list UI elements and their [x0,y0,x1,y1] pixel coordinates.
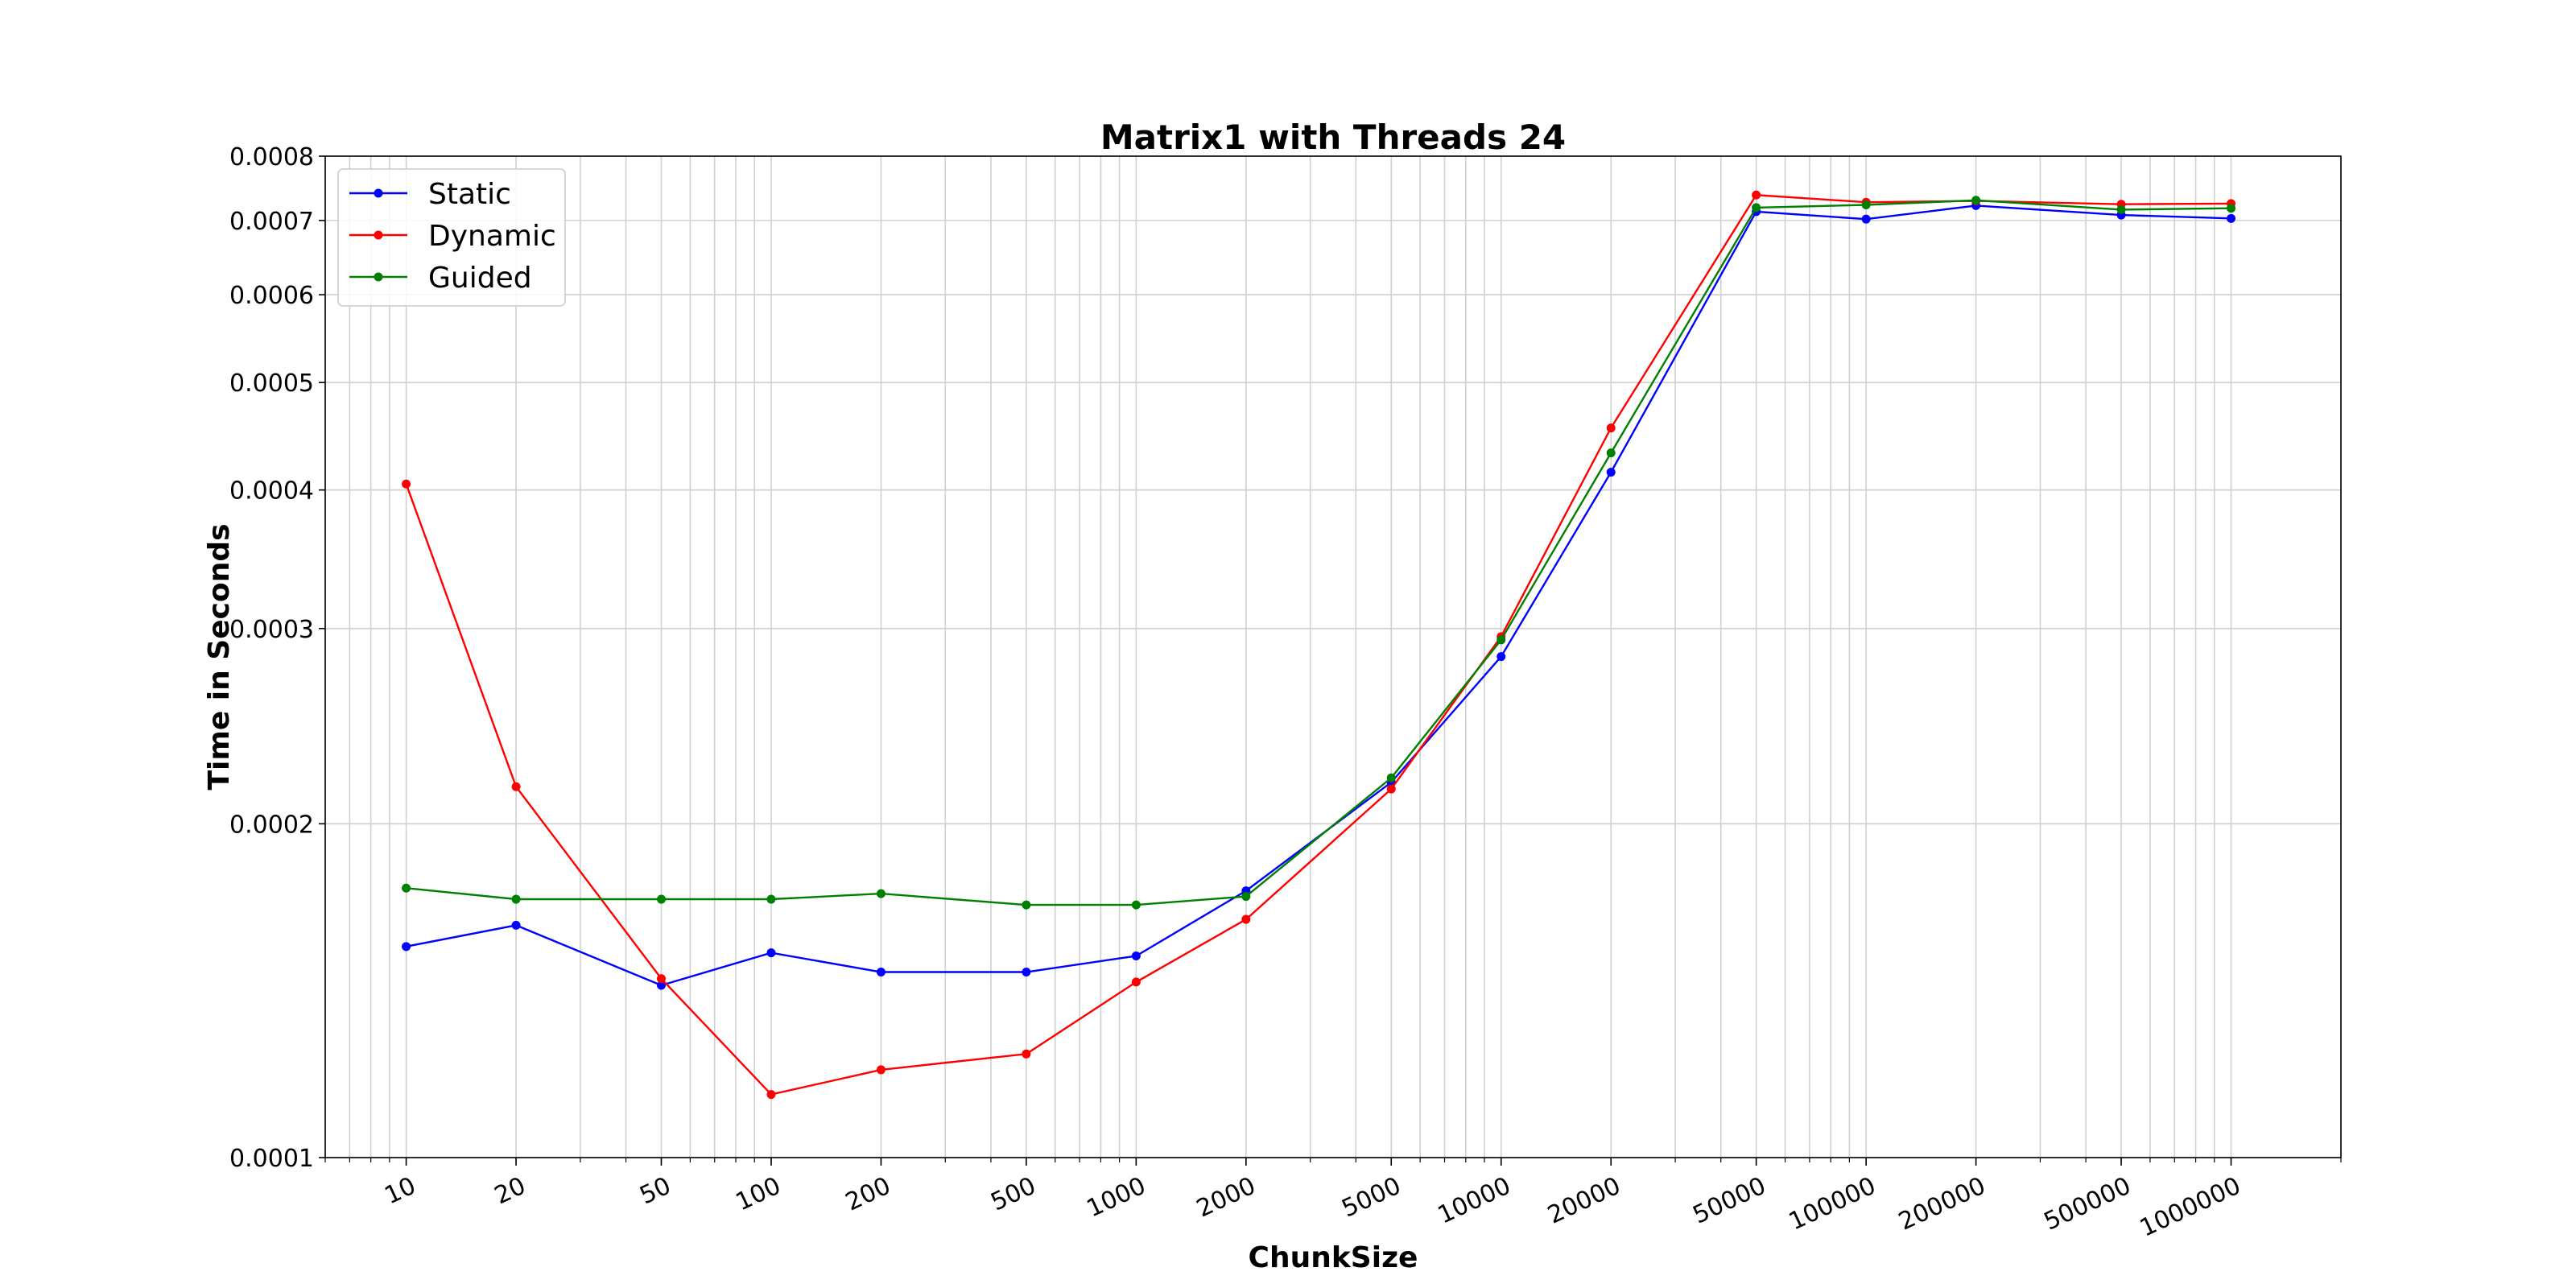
data-point-static [402,942,411,952]
data-point-guided [402,883,411,893]
data-point-guided [1241,892,1251,902]
y-axis-label: Time in Seconds [203,523,236,790]
data-point-dynamic [1606,423,1616,433]
y-tick-label: 0.0008 [229,143,314,171]
data-point-static [511,920,521,930]
legend-label: Static [428,178,511,211]
x-axis-label: ChunkSize [1249,1241,1418,1274]
data-point-guided [766,894,776,904]
plot-frame [324,155,2342,1158]
grid-lines [324,155,2342,1158]
chart-title: Matrix1 with Threads 24 [1100,118,1566,157]
y-tick-label: 0.0004 [229,477,314,506]
data-point-guided [656,894,666,904]
y-tick-label: 0.0005 [229,369,314,398]
legend-label: Dynamic [428,220,556,253]
data-point-dynamic [511,782,521,791]
data-point-guided [1022,900,1031,910]
data-point-dynamic [1752,190,1761,200]
data-point-dynamic [766,1090,776,1100]
data-point-guided [1606,448,1616,458]
legend-box [337,168,566,307]
data-point-dynamic [1386,784,1396,794]
data-point-guided [511,894,521,904]
data-point-guided [2227,204,2236,213]
data-point-dynamic [1022,1049,1031,1059]
data-point-dynamic [402,479,411,489]
y-tick-label: 0.0007 [229,208,314,236]
data-point-guided [1861,200,1871,210]
series-layer [402,190,2236,1100]
legend: Static Dynamic Guided [337,168,566,307]
data-point-guided [2116,204,2126,214]
data-point-static [1496,652,1506,662]
legend-marker [374,272,383,282]
y-tick-label: 0.0001 [229,1145,314,1173]
y-axis-ticks: 0.0001 0.0002 0.0003 0.0004 0.0005 0.0006 0.00… [229,143,325,1173]
data-point-static [1022,968,1031,977]
y-tick-label: 0.0006 [229,282,314,310]
data-point-guided [1971,196,1981,205]
y-tick-label: 0.0003 [229,616,314,644]
data-point-static [766,948,776,958]
data-point-guided [1131,900,1141,910]
data-point-static [1606,468,1616,477]
data-point-dynamic [1241,914,1251,924]
data-point-static [1131,952,1141,961]
legend-marker [374,188,383,198]
data-point-static [656,980,666,990]
legend-marker [374,230,383,240]
legend-item-guided: Guided [349,262,532,295]
data-point-dynamic [876,1065,886,1075]
y-tick-label: 0.0002 [229,811,314,839]
series-line-guided [406,199,2231,906]
legend-item-static: Static [349,178,511,211]
data-point-guided [1496,635,1506,645]
data-point-dynamic [1131,977,1141,987]
data-point-static [1861,214,1871,224]
data-point-static [876,968,886,977]
data-point-dynamic [656,974,666,984]
legend-item-dynamic: Dynamic [349,220,556,253]
data-point-guided [1386,773,1396,782]
series-guided [402,196,2236,910]
series-line-dynamic [405,194,2231,1096]
series-dynamic [402,190,2236,1100]
data-point-guided [1752,203,1761,213]
legend-label: Guided [428,262,532,295]
data-point-static [2227,213,2236,223]
data-point-guided [876,889,886,898]
